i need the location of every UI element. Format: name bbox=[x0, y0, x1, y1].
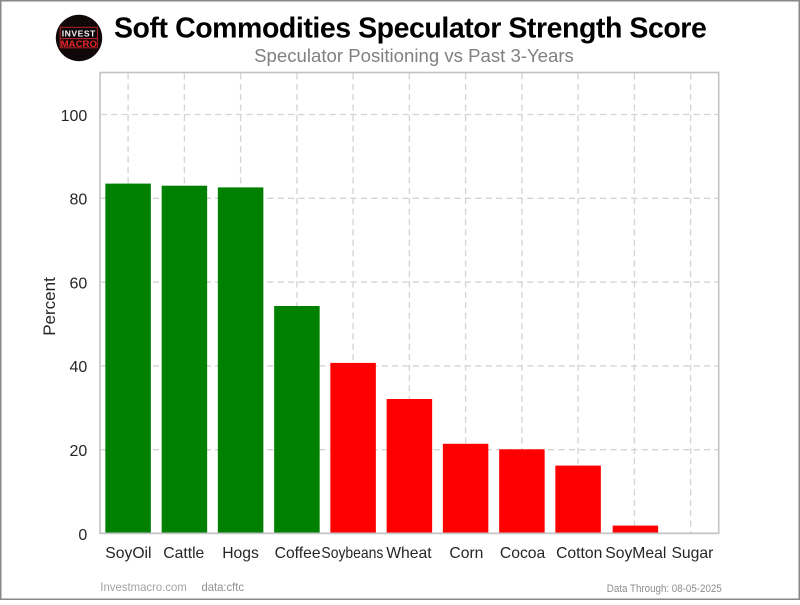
svg-text:Sugar: Sugar bbox=[671, 545, 713, 562]
svg-text:Cattle: Cattle bbox=[163, 545, 204, 562]
svg-text:Wheat: Wheat bbox=[386, 545, 432, 562]
svg-text:Soft Commodities Speculator St: Soft Commodities Speculator Strength Sco… bbox=[114, 12, 706, 44]
svg-text:Speculator Positioning vs Past: Speculator Positioning vs Past 3-Years bbox=[254, 45, 574, 66]
svg-text:20: 20 bbox=[70, 443, 88, 460]
svg-text:SoyOil: SoyOil bbox=[105, 545, 151, 562]
svg-text:40: 40 bbox=[70, 359, 88, 376]
svg-text:Investmacro.com: Investmacro.com bbox=[100, 580, 187, 594]
svg-text:Cotton: Cotton bbox=[556, 545, 602, 562]
svg-text:SoyMeal: SoyMeal bbox=[605, 545, 666, 562]
svg-text:80: 80 bbox=[70, 192, 88, 209]
svg-text:Soybeans: Soybeans bbox=[321, 545, 383, 562]
svg-text:60: 60 bbox=[70, 275, 88, 292]
svg-text:Coffee: Coffee bbox=[275, 545, 321, 562]
svg-text:Cocoa: Cocoa bbox=[500, 545, 546, 562]
svg-text:Corn: Corn bbox=[449, 545, 483, 562]
svg-text:Hogs: Hogs bbox=[222, 545, 259, 562]
svg-text:0: 0 bbox=[78, 527, 87, 544]
svg-text:INVEST: INVEST bbox=[62, 28, 96, 38]
svg-text:data:cftc: data:cftc bbox=[202, 580, 245, 594]
svg-text:Data Through: 08-05-2025: Data Through: 08-05-2025 bbox=[607, 583, 722, 595]
svg-text:MACRO: MACRO bbox=[61, 39, 98, 50]
svg-text:100: 100 bbox=[61, 108, 88, 125]
svg-text:Percent: Percent bbox=[40, 277, 59, 336]
